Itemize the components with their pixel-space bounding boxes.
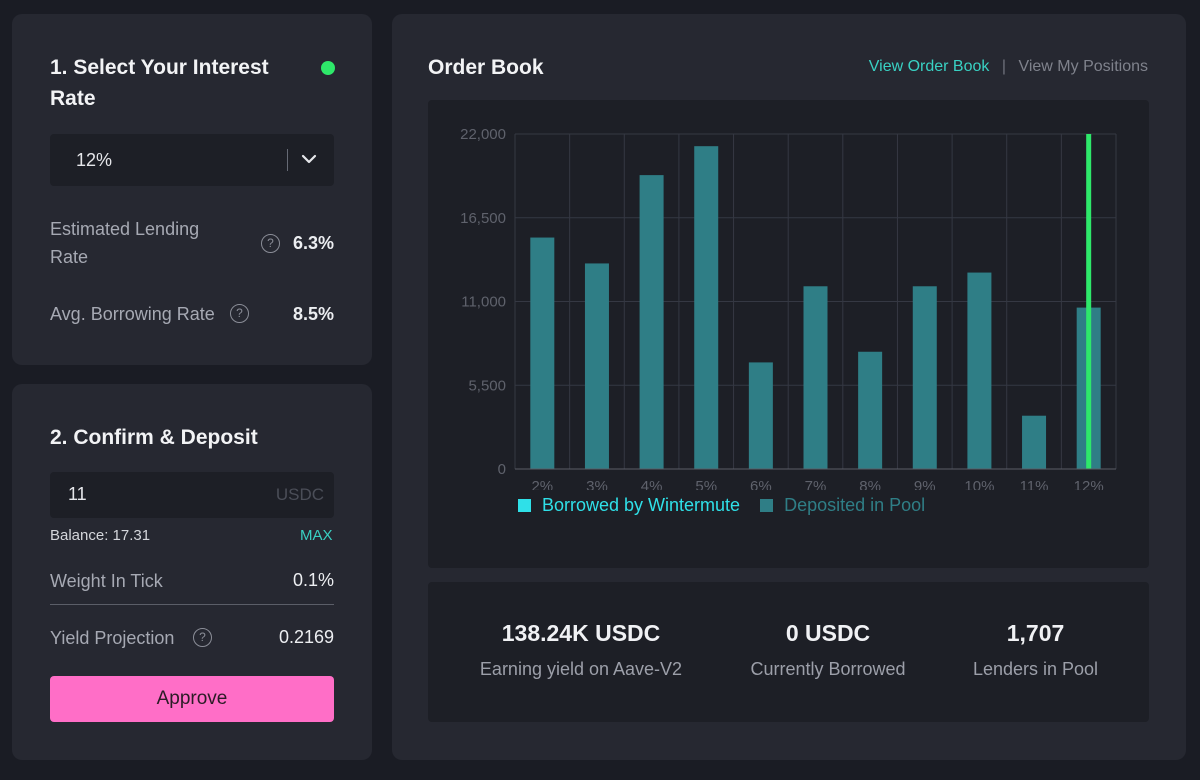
order-book-title: Order Book <box>428 56 544 79</box>
order-book-bar-chart: 22,000 16,500 11,000 5,500 0 2% 3% 4% 5% 6% 7% 8% 9%… <box>460 126 1117 490</box>
select-divider <box>287 149 288 171</box>
avg-borrowing-rate-label: Avg. Borrowing Rate <box>50 304 215 324</box>
yield-projection-value: 0.2169 <box>278 627 334 647</box>
view-order-book-link[interactable]: View Order Book <box>868 58 990 75</box>
link-separator: | <box>1001 58 1007 75</box>
y-tick-label: 5,500 <box>468 377 506 394</box>
stat-label: Earning yield on Aave-V2 <box>479 659 683 679</box>
y-tick-label: 22,000 <box>460 126 506 143</box>
stat-value: 0 USDC <box>785 620 871 646</box>
order-book-links: View Order Book | View My Positions <box>869 58 1148 76</box>
legend-swatch-deposited <box>760 499 774 512</box>
estimated-lending-rate-label: Estimated Lending Rate <box>50 219 200 267</box>
bar-deposited <box>967 272 992 469</box>
deposit-card: 2. Confirm & Deposit USDC Balance: 17.31… <box>12 384 372 760</box>
selected-rate-value: 12% <box>76 150 113 170</box>
bar-deposited <box>530 237 555 469</box>
bar-deposited <box>694 146 719 469</box>
deposit-amount-field[interactable]: USDC <box>50 472 334 518</box>
legend-item-borrowed: Borrowed by Wintermute <box>518 495 740 516</box>
stat-earning-yield: 138.24K USDC Earning yield on Aave-V2 <box>456 620 706 680</box>
chevron-down-icon[interactable] <box>300 147 318 171</box>
legend-item-deposited: Deposited in Pool <box>760 495 925 516</box>
x-tick-label: 10% <box>964 478 994 490</box>
max-button[interactable]: MAX <box>300 527 333 544</box>
x-tick-label: 7% <box>805 478 827 490</box>
bar-deposited <box>1022 415 1047 469</box>
stat-label: Currently Borrowed <box>750 659 906 679</box>
view-my-positions-link[interactable]: View My Positions <box>1018 58 1148 75</box>
x-tick-label: 3% <box>586 478 608 490</box>
deposit-amount-input[interactable] <box>68 484 258 505</box>
bar-deposited <box>584 263 609 469</box>
chart-legend: Borrowed by Wintermute Deposited in Pool <box>518 495 945 516</box>
deposit-card-title: 2. Confirm & Deposit <box>50 426 258 449</box>
y-tick-label: 11,000 <box>461 294 506 311</box>
help-icon[interactable]: ? <box>230 304 249 323</box>
stat-currently-borrowed: 0 USDC Currently Borrowed <box>718 620 938 680</box>
legend-swatch-borrowed <box>518 499 531 512</box>
order-book-card: Order Book View Order Book | View My Pos… <box>392 14 1186 760</box>
x-tick-label: 11% <box>1020 478 1049 490</box>
order-book-chart: 22,000 16,500 11,000 5,500 0 2% 3% 4% 5% 6% 7% 8% 9%… <box>428 100 1149 568</box>
interest-rate-select[interactable]: 12% <box>50 134 334 186</box>
status-indicator-dot <box>321 61 335 75</box>
bar-deposited <box>748 362 773 469</box>
help-icon[interactable]: ? <box>193 628 212 647</box>
interest-rate-card: 1. Select Your Interest Rate 12% Estimat… <box>12 14 372 365</box>
weight-in-tick-label: Weight In Tick <box>50 571 163 591</box>
weight-in-tick-value: 0.1% <box>292 570 334 590</box>
rate-card-title: 1. Select Your Interest Rate <box>50 56 269 110</box>
bar-deposited <box>639 175 664 469</box>
x-tick-label: 12% <box>1074 478 1104 490</box>
stat-lenders-in-pool: 1,707 Lenders in Pool <box>948 620 1123 680</box>
yield-projection-label: Yield Projection <box>50 628 175 648</box>
divider <box>50 604 334 605</box>
amount-unit-label: USDC <box>275 485 324 504</box>
avg-borrowing-rate-value: 8.5% <box>292 304 334 324</box>
x-tick-label: 6% <box>750 478 772 490</box>
bar-deposited <box>803 286 828 469</box>
balance-text: Balance: 17.31 <box>50 527 151 544</box>
x-tick-label: 2% <box>531 478 553 490</box>
bar-deposited <box>858 351 883 469</box>
legend-label-borrowed: Borrowed by Wintermute <box>542 495 741 515</box>
pool-stats-panel: 138.24K USDC Earning yield on Aave-V2 0 … <box>428 582 1149 722</box>
stat-value: 138.24K USDC <box>501 620 661 646</box>
estimated-lending-rate-value: 6.3% <box>292 233 334 253</box>
y-tick-label: 16,500 <box>460 210 506 227</box>
x-tick-label: 4% <box>641 478 663 490</box>
stat-value: 1,707 <box>1006 620 1065 646</box>
x-tick-label: 9% <box>914 478 936 490</box>
x-tick-label: 8% <box>859 478 881 490</box>
legend-label-deposited: Deposited in Pool <box>784 495 926 515</box>
x-tick-label: 5% <box>695 478 717 490</box>
bar-deposited <box>912 286 937 469</box>
stat-label: Lenders in Pool <box>972 659 1099 679</box>
help-icon[interactable]: ? <box>261 234 280 253</box>
approve-button[interactable]: Approve <box>50 676 334 722</box>
y-tick-label: 0 <box>498 461 506 478</box>
